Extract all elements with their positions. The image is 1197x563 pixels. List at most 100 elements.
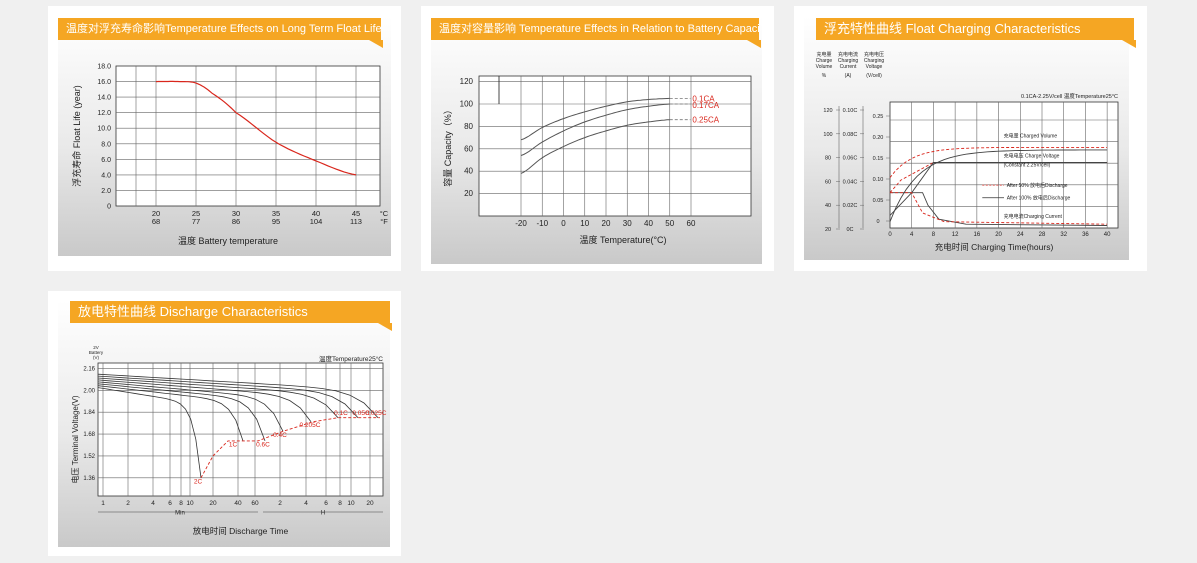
y-tick-voltage: 0.25: [873, 114, 884, 120]
curve-charge-voltage-100: [889, 162, 1108, 216]
y-header: 2V: [93, 345, 99, 350]
x-tick-min: 1: [101, 500, 105, 507]
curve-charging-current: [890, 192, 1108, 226]
y-tick-volume: 20: [825, 227, 831, 233]
x-tick-label-f: 77: [192, 217, 200, 226]
curve-charged-volume-50: [889, 146, 1108, 178]
x-tick-label: 0: [888, 232, 892, 238]
y-tick-label: 20: [464, 189, 473, 198]
y-tick-current: 0.04C: [843, 179, 858, 185]
discharge-curve-2c: [97, 387, 202, 478]
panel-float-charging: 0 4 8 12 16 20 24 28 32 36 40 充电时间 Charging Time(ho…: [794, 6, 1147, 271]
y-tick-label: 1.84: [83, 410, 95, 416]
panel-capacity: 120 100 80 60 40 20 -20 -10 0 10 20 30 40 50 60 温度 Temp…: [421, 6, 774, 271]
y-tick-current: 0.10C: [843, 108, 858, 114]
y-tick-label: 60: [464, 144, 473, 153]
chart-area: 18.0 16.0 14.0 12.0 10.0 8.0 6.0 4.0 2.0 0 20 25 30 3…: [58, 16, 391, 256]
axis-header-en: Charge: [816, 58, 833, 64]
series-line-float-life: [155, 80, 357, 176]
y-tick-label: 2.0: [101, 188, 111, 195]
x-tick-label: 24: [1017, 232, 1024, 238]
y-tick-label: 10.0: [97, 126, 111, 133]
series-label: 1C: [229, 441, 238, 448]
series-label: 0.1CA: [692, 94, 715, 103]
series-label: 0.25CA: [692, 116, 719, 125]
x-tick-label: 40: [644, 219, 653, 228]
series-line-0.25ca: [520, 119, 670, 174]
x-unit-c: °C: [380, 209, 389, 218]
x-tick-label-c: 30: [232, 209, 240, 218]
x-tick-label: 32: [1060, 232, 1067, 238]
axis-header-cn: 充电量: [816, 51, 831, 58]
axis-header-cn: 充电电流: [838, 51, 858, 58]
x-unit-h: H: [321, 511, 325, 517]
chart-area: 0 4 8 12 16 20 24 28 32 36 40 充电时间 Charging Time(ho…: [804, 16, 1129, 260]
discharge-curve-0.205c: [97, 379, 312, 423]
float-charging-chart: 0 4 8 12 16 20 24 28 32 36 40 充电时间 Charging Time(ho…: [816, 51, 1119, 252]
chart-area: 2.16 2.00 1.84 1.68 1.52 1.36 1 2 4 6 8 10 20 40 60 2 4 6…: [58, 301, 390, 547]
discharge-chart: 2.162.001.841.681.521.361 2 4 6 8 10 20 40 60 2 4 6…: [70, 345, 387, 536]
y-tick-current: 0.08C: [843, 132, 858, 138]
x-tick-min: 6: [168, 500, 172, 507]
axis-header-en: Charging: [864, 58, 885, 64]
x-tick-label-f: 68: [152, 217, 160, 226]
discharge-curve-0.1c: [97, 377, 339, 418]
x-tick-min: 40: [234, 500, 242, 507]
y-tick-label: 2.16: [83, 366, 95, 372]
discharge-curve-0.025c: [97, 373, 379, 418]
y-tick-label: 40: [464, 167, 473, 176]
axis-header-en: Voltage: [866, 64, 883, 70]
x-tick-label: 16: [974, 232, 981, 238]
x-tick-label: 8: [932, 232, 936, 238]
y-tick-label: 6.0: [101, 157, 111, 164]
discharge-curve-0.4c: [97, 381, 284, 432]
x-tick-label-c: 45: [352, 209, 360, 218]
discharge-curve-0.05c: [97, 375, 359, 418]
x-tick-label-f: 95: [272, 217, 280, 226]
x-tick-h: 8: [338, 500, 342, 507]
axis-header-unit: (A): [845, 73, 852, 79]
axis-header-en: Current: [840, 64, 857, 70]
chart-area: 120 100 80 60 40 20 -20 -10 0 10 20 30 40 50 60 温度 Temp…: [431, 16, 762, 264]
discharge-curve-0.6c: [97, 383, 266, 442]
x-tick-label-c: 40: [312, 209, 320, 218]
capacity-chart: 120 100 80 60 40 20 -20 -10 0 10 20 30 40 50 60 温度 Temp…: [442, 75, 752, 245]
x-tick-min: 4: [151, 500, 155, 507]
y-tick-voltage: 0.05: [873, 198, 884, 204]
y-tick-label: 16.0: [97, 79, 111, 86]
y-tick-volume: 100: [823, 132, 832, 138]
x-tick-label: 4: [910, 232, 914, 238]
float-life-chart: 18.0 16.0 14.0 12.0 10.0 8.0 6.0 4.0 2.0 0 20 25 30 3…: [71, 64, 389, 247]
y-tick-volume: 60: [825, 179, 831, 185]
x-tick-label: 50: [665, 219, 674, 228]
x-tick-label: 30: [623, 219, 632, 228]
series-label: 2C: [194, 478, 203, 485]
x-tick-h: 6: [324, 500, 328, 507]
banner-tail: [1122, 40, 1136, 48]
series-label: 0.1C: [334, 410, 348, 417]
y-tick-label: 120: [460, 77, 474, 86]
annotation-charge-voltage: 充电电压 Charge Voltage: [1004, 152, 1060, 159]
x-tick-label: -20: [515, 219, 527, 228]
cutoff-dashed-line: [200, 417, 380, 479]
panel-float-life: 18.0 16.0 14.0 12.0 10.0 8.0 6.0 4.0 2.0 0 20 25 30 3…: [48, 6, 401, 271]
condition-text: 温度Temperature25°C: [319, 354, 383, 363]
x-tick-h: 20: [366, 500, 374, 507]
x-tick-label-c: 20: [152, 209, 160, 218]
banner-title: 放电特性曲线 Discharge Characteristics: [70, 301, 390, 323]
curve-charged-volume: [889, 149, 1108, 222]
y-tick-voltage: 0.20: [873, 135, 884, 141]
x-tick-label-c: 25: [192, 209, 200, 218]
x-tick-label-f: 113: [350, 217, 362, 226]
plot-frame: [478, 75, 752, 217]
series-label: 0.17CA: [692, 101, 719, 110]
y-tick-label: 4.0: [101, 172, 111, 179]
y-tick-label: 80: [464, 122, 473, 131]
x-tick-label: 40: [1104, 232, 1111, 238]
y-tick-label: 1.68: [83, 432, 95, 438]
y-tick-volume: 120: [823, 108, 832, 114]
axis-header-unit: (V/cell): [866, 73, 882, 79]
series-line-0.17ca: [520, 103, 670, 156]
y-tick-label: 0: [107, 204, 111, 211]
y-tick-current: 0.06C: [843, 156, 858, 162]
